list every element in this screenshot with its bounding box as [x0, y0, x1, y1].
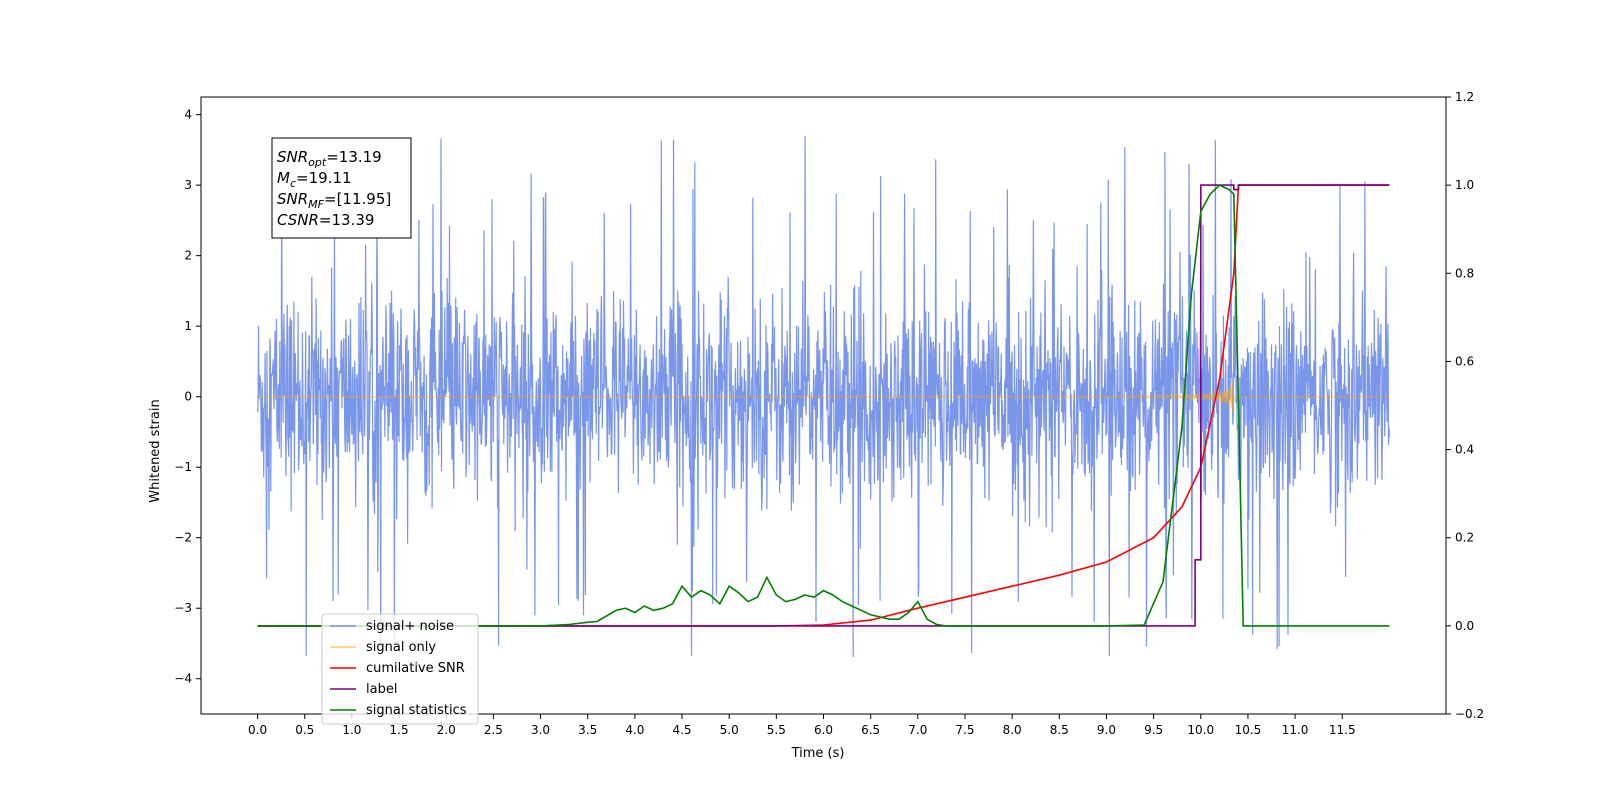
x-tick-label: 9.5 — [1144, 723, 1163, 737]
x-tick-label: 7.0 — [908, 723, 927, 737]
annotation-frame — [271, 137, 412, 239]
x-tick-label: 4.5 — [672, 723, 691, 737]
y-tick-label: −2 — [174, 531, 192, 545]
x-tick-label: 7.5 — [955, 723, 974, 737]
y-right-tick-label: 0.8 — [1455, 266, 1474, 280]
x-axis-label: Time (s) — [791, 746, 845, 761]
x-tick-label: 0.0 — [248, 723, 267, 737]
legend-label: cumilative SNR — [366, 661, 465, 676]
x-tick-label: 0.5 — [295, 723, 314, 737]
x-tick-label: 1.0 — [342, 723, 361, 737]
y-tick-label: −3 — [174, 601, 192, 615]
y-tick-label: 1 — [184, 319, 192, 333]
x-tick-label: 5.0 — [720, 723, 739, 737]
y-right-tick-label: 0.4 — [1455, 443, 1474, 457]
y-tick-label: 2 — [184, 249, 192, 263]
legend-label: signal only — [366, 640, 436, 655]
y-tick-label: 4 — [184, 108, 192, 122]
y-right-tick-label: 0.0 — [1455, 619, 1474, 633]
y-right-tick-label: 1.0 — [1455, 178, 1474, 192]
x-tick-label: 3.0 — [531, 723, 550, 737]
x-tick-label: 9.0 — [1097, 723, 1116, 737]
legend-label: label — [366, 682, 397, 697]
series-cumulative-snr — [257, 184, 1390, 627]
x-tick-label: 2.5 — [484, 723, 503, 737]
x-tick-label: 11.0 — [1282, 723, 1309, 737]
annotation-box: SNRopt=13.19Mc=19.11SNRMF=[11.95]CSNR=13… — [271, 137, 412, 239]
y-right-tick-label: 0.2 — [1455, 531, 1474, 545]
series-signal-statistics — [257, 184, 1390, 627]
y-tick-label: −4 — [174, 672, 192, 686]
annotation-line: SNRMF=[11.95] — [277, 190, 391, 211]
series-label — [257, 184, 1390, 627]
x-tick-label: 3.5 — [578, 723, 597, 737]
x-tick-label: 5.5 — [767, 723, 786, 737]
x-tick-label: 1.5 — [390, 723, 409, 737]
y-right-tick-label: −0.2 — [1455, 707, 1484, 721]
legend: signal+ noise signal only cumilative SNR la… — [321, 613, 479, 725]
x-tick-label: 4.0 — [625, 723, 644, 737]
annotation-line: CSNR=13.39 — [277, 211, 374, 229]
legend-frame — [321, 613, 479, 725]
annotation-line: SNRopt=13.19 — [277, 148, 382, 169]
x-tick-label: 6.0 — [814, 723, 833, 737]
annotation-line: Mc=19.11 — [277, 169, 352, 190]
x-tick-label: 6.5 — [861, 723, 880, 737]
legend-label: signal+ noise — [366, 619, 454, 634]
y-tick-label: −1 — [174, 460, 192, 474]
y-tick-label: 0 — [184, 390, 192, 404]
y-tick-label: 3 — [184, 178, 192, 192]
y-right-tick-label: 1.2 — [1455, 90, 1474, 104]
y-axis-label: Whitened strain — [148, 399, 163, 502]
x-tick-label: 10.5 — [1235, 723, 1262, 737]
y-right-tick-label: 0.6 — [1455, 354, 1474, 368]
x-tick-label: 11.5 — [1329, 723, 1356, 737]
x-tick-label: 10.0 — [1187, 723, 1214, 737]
x-tick-label: 8.5 — [1050, 723, 1069, 737]
legend-label: signal statistics — [366, 703, 467, 718]
x-tick-label: 2.0 — [437, 723, 456, 737]
x-tick-label: 8.0 — [1003, 723, 1022, 737]
